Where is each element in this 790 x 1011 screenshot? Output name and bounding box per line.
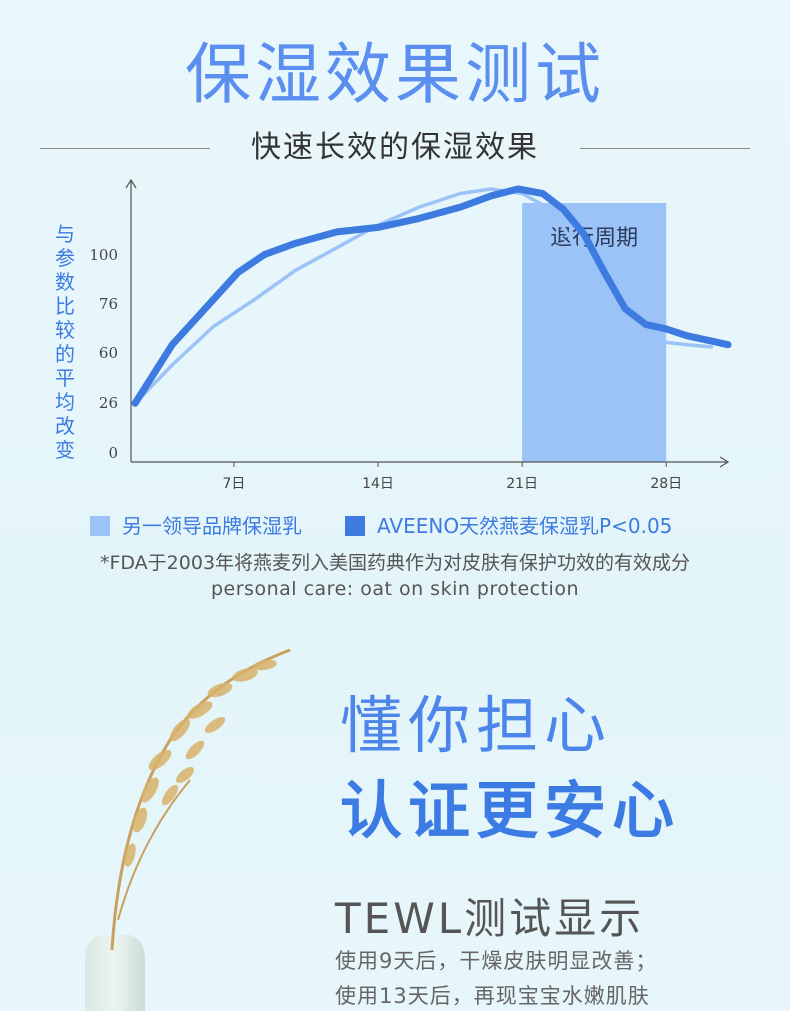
x-tick-label: 28日 [650,476,682,492]
tewl-description-line-2: 使用13天后，再现宝宝水嫩肌肤 [335,984,650,1008]
y-tick-label: 76 [99,295,118,313]
legend-label-aveeno: AVEENO天然燕麦保湿乳P<0.05 [377,514,673,538]
tewl-description-line-1: 使用9天后，干燥皮肤明显改善； [335,949,658,973]
legend-swatch-competitor [90,516,110,536]
page-title: 保湿效果测试 [185,36,605,113]
legend-swatch-aveeno [345,516,365,536]
subtitle-divider-left [40,148,210,149]
oat-illustration [85,648,291,1011]
legend-label-competitor: 另一领导品牌保湿乳 [122,514,302,538]
legend-item-competitor: 另一领导品牌保湿乳 [90,512,302,540]
y-axis-arrow [125,178,137,189]
fda-note: *FDA于2003年将燕麦列入美国药典作为对皮肤有保护功效的有效成分 [99,552,691,574]
y-tick-label: 0 [108,444,118,462]
x-tick-label: 21日 [506,476,538,492]
legend-item-aveeno: AVEENO天然燕麦保湿乳P<0.05 [345,512,672,540]
x-axis-arrow [719,456,730,468]
y-tick-label: 100 [89,246,118,264]
x-tick-label: 14日 [362,476,394,492]
series-line-aveeno [131,185,732,407]
slogan-line-2: 认证更安心 [340,774,681,847]
x-tick-label: 7日 [222,476,245,492]
subtitle-row: 快速长效的保湿效果 [0,128,790,168]
english-note: personal care: oat on skin protection [211,578,579,600]
tewl-title: TEWL测试显示 [335,894,645,943]
slogan-line-1: 懂你担心 [340,689,613,762]
y-tick-label: 60 [99,344,118,362]
y-axis-label: 与参数比较的平均改变 [55,222,75,462]
y-tick-label: 26 [99,394,118,412]
subtitle-divider-right [580,148,750,149]
chart-subtitle: 快速长效的保湿效果 [251,130,539,165]
